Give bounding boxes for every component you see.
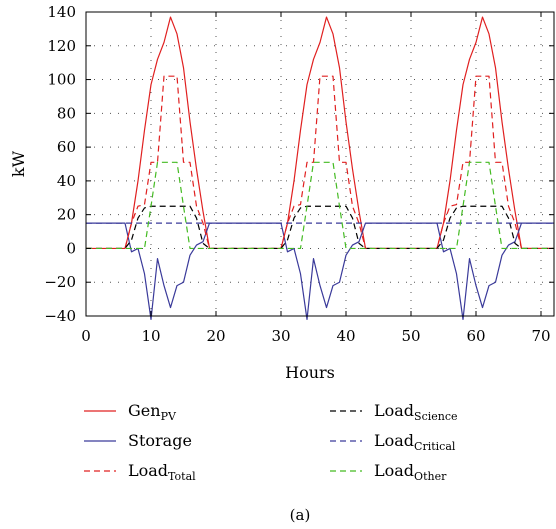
x-tick-label: 0: [81, 327, 91, 345]
y-axis-label: kW: [9, 150, 28, 177]
series-line-load-other: [86, 161, 554, 250]
legend-label: LoadTotal: [128, 461, 196, 483]
y-tick-label: 80: [57, 104, 76, 122]
x-tick-label: 20: [206, 327, 225, 345]
series-line-gen-pv: [86, 16, 554, 250]
legend-label: Storage: [128, 431, 192, 450]
y-tick-label: 120: [47, 37, 76, 55]
x-tick-label: 10: [141, 327, 160, 345]
axis-ticks: 0 10 20 30 40 50 60 70 −40 −20 0 20 40 60 80 100 120 140: [44, 3, 554, 345]
x-tick-label: 30: [271, 327, 290, 345]
x-tick-label: 60: [466, 327, 485, 345]
y-tick-label: −20: [44, 273, 76, 291]
legend-label: LoadScience: [374, 401, 458, 423]
y-tick-label: −40: [44, 307, 76, 325]
series-group: [86, 16, 554, 320]
series-line-load-total: [86, 75, 554, 250]
legend: GenPV Storage LoadTotal LoadScience LoadCrit…: [84, 401, 458, 483]
plot-frame: [85, 11, 555, 317]
y-tick-label: 140: [47, 3, 76, 21]
y-tick-label: 100: [47, 71, 76, 89]
legend-label: LoadOther: [374, 461, 447, 483]
legend-label: GenPV: [128, 401, 177, 423]
x-tick-label: 70: [531, 327, 550, 345]
figure-caption: (a): [290, 506, 311, 524]
y-tick-label: 40: [57, 172, 76, 190]
series-line-storage: [86, 222, 554, 320]
y-tick-label: 0: [66, 239, 76, 257]
legend-label: LoadCritical: [374, 431, 456, 453]
x-tick-label: 50: [401, 327, 420, 345]
y-tick-label: 60: [57, 138, 76, 156]
y-tick-label: 20: [57, 206, 76, 224]
x-axis-label: Hours: [285, 363, 335, 382]
series-line-load-science: [86, 205, 554, 250]
x-tick-label: 40: [336, 327, 355, 345]
